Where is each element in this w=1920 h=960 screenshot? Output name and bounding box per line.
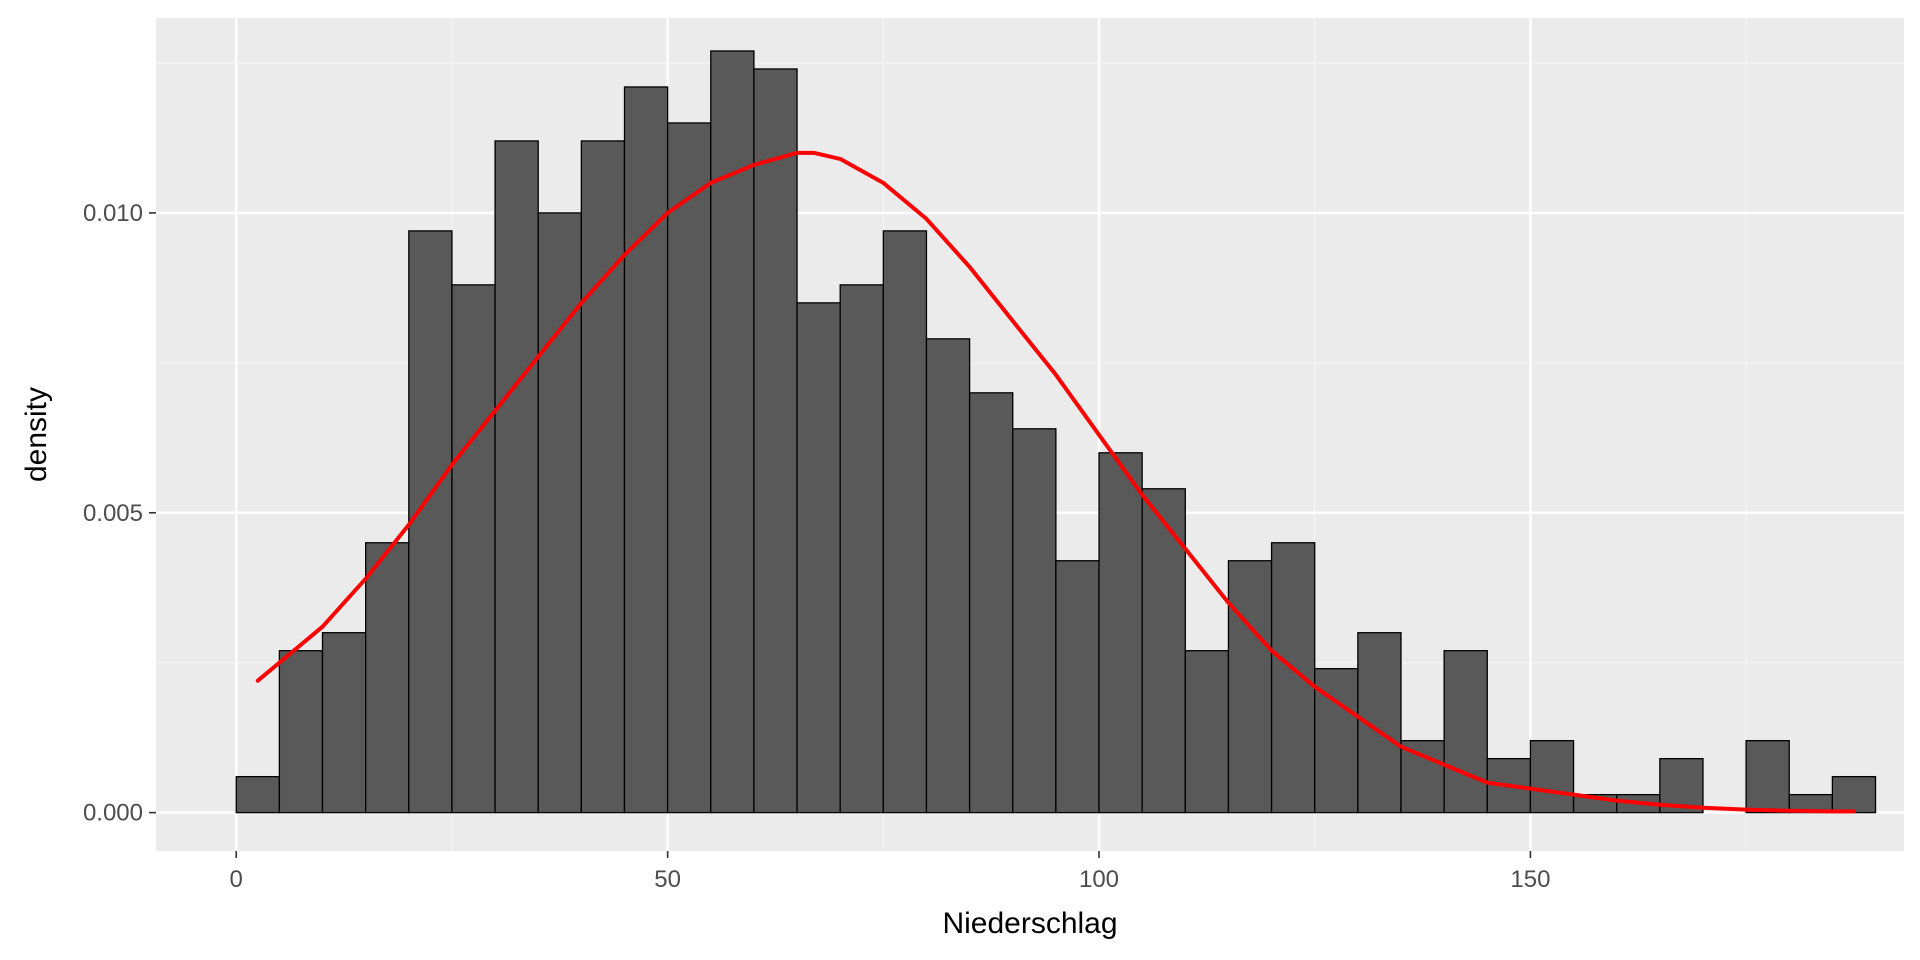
y-tick-label: 0.005 xyxy=(83,500,143,527)
x-tick-label: 50 xyxy=(654,866,681,893)
histogram-bar xyxy=(1141,488,1186,814)
histogram-bar xyxy=(451,284,496,814)
histogram-bar xyxy=(1270,542,1316,814)
y-axis-title: density xyxy=(20,387,53,482)
histogram-bar xyxy=(321,632,367,814)
histogram-bar xyxy=(1831,775,1877,814)
histogram-bar xyxy=(882,230,928,814)
histogram-bar xyxy=(925,338,971,814)
histogram-bar xyxy=(1745,740,1790,814)
y-tick-label: 0.010 xyxy=(83,200,143,227)
histogram-bar xyxy=(1184,650,1230,814)
y-axis-ticks: 0.000 0.005 0.010 xyxy=(83,200,156,827)
histogram-bar xyxy=(1098,452,1143,814)
x-tick-label: 100 xyxy=(1079,866,1119,893)
histogram-bar xyxy=(666,122,712,814)
x-tick-label: 150 xyxy=(1510,866,1550,893)
histogram-bars xyxy=(235,50,1877,814)
histogram-bar xyxy=(408,230,453,814)
y-tick-label: 0.000 xyxy=(83,800,143,827)
histogram-bar xyxy=(494,140,539,814)
x-axis-ticks: 0 50 100 150 xyxy=(230,851,1550,893)
x-axis-title: Niederschlag xyxy=(942,907,1117,940)
histogram-bar xyxy=(365,542,410,814)
x-tick-label: 0 xyxy=(230,866,243,893)
histogram-bar xyxy=(1443,650,1488,814)
histogram-bar xyxy=(710,50,755,814)
histogram-bar xyxy=(537,212,583,814)
histogram-bar xyxy=(796,302,841,814)
histogram-bar xyxy=(580,140,626,814)
histogram-bar xyxy=(1012,428,1057,814)
histogram-bar xyxy=(1055,560,1100,814)
histogram-bar xyxy=(839,284,884,814)
density-curve xyxy=(255,150,1856,814)
histogram-bar xyxy=(753,68,798,814)
histogram-bar xyxy=(1529,740,1575,814)
histogram-bar xyxy=(278,650,324,814)
histogram-bar xyxy=(1227,560,1273,814)
histogram-bar xyxy=(968,392,1014,814)
histogram-bar xyxy=(235,775,281,814)
histogram-bar xyxy=(623,86,669,814)
